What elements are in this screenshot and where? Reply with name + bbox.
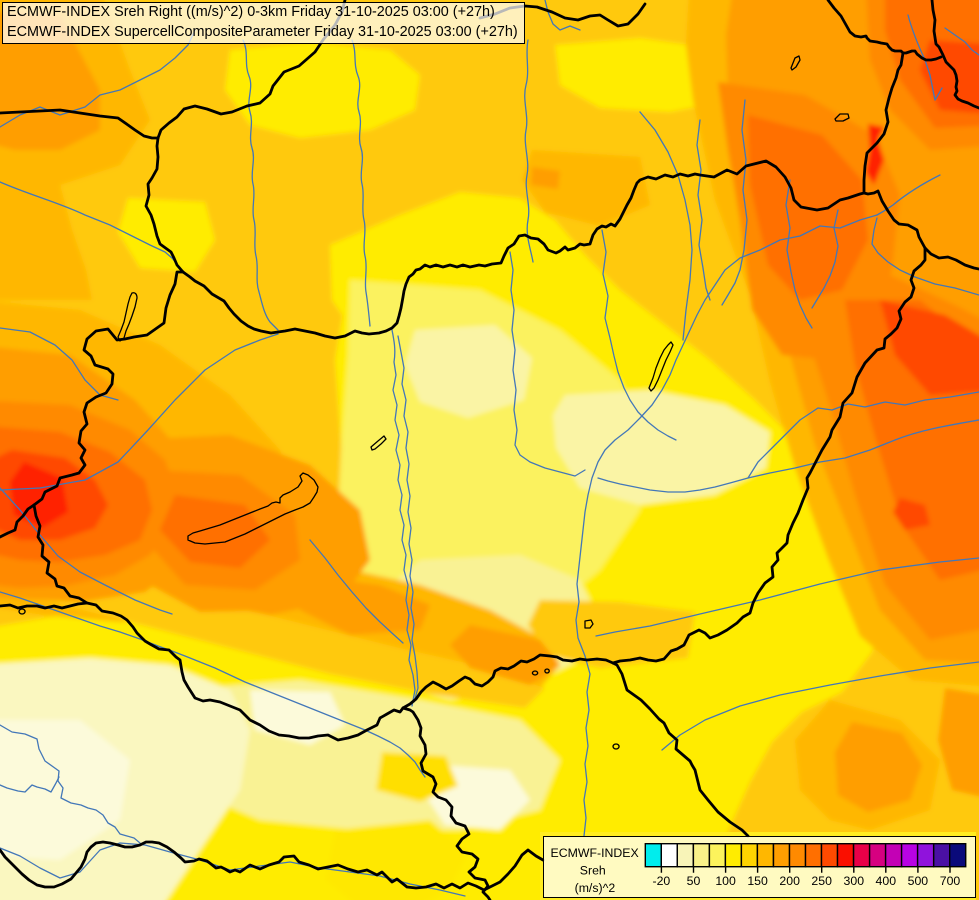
svg-text:300: 300 — [844, 874, 865, 888]
svg-text:700: 700 — [940, 874, 961, 888]
svg-text:250: 250 — [811, 874, 832, 888]
svg-text:100: 100 — [715, 874, 736, 888]
svg-text:Sreh: Sreh — [580, 864, 606, 878]
svg-text:50: 50 — [687, 874, 701, 888]
svg-text:(m/s)^2: (m/s)^2 — [575, 881, 616, 895]
svg-text:-20: -20 — [653, 874, 671, 888]
svg-text:ECMWF-INDEX: ECMWF-INDEX — [551, 846, 639, 860]
svg-text:150: 150 — [747, 874, 768, 888]
svg-text:500: 500 — [908, 874, 929, 888]
svg-text:400: 400 — [876, 874, 897, 888]
svg-text:200: 200 — [779, 874, 800, 888]
